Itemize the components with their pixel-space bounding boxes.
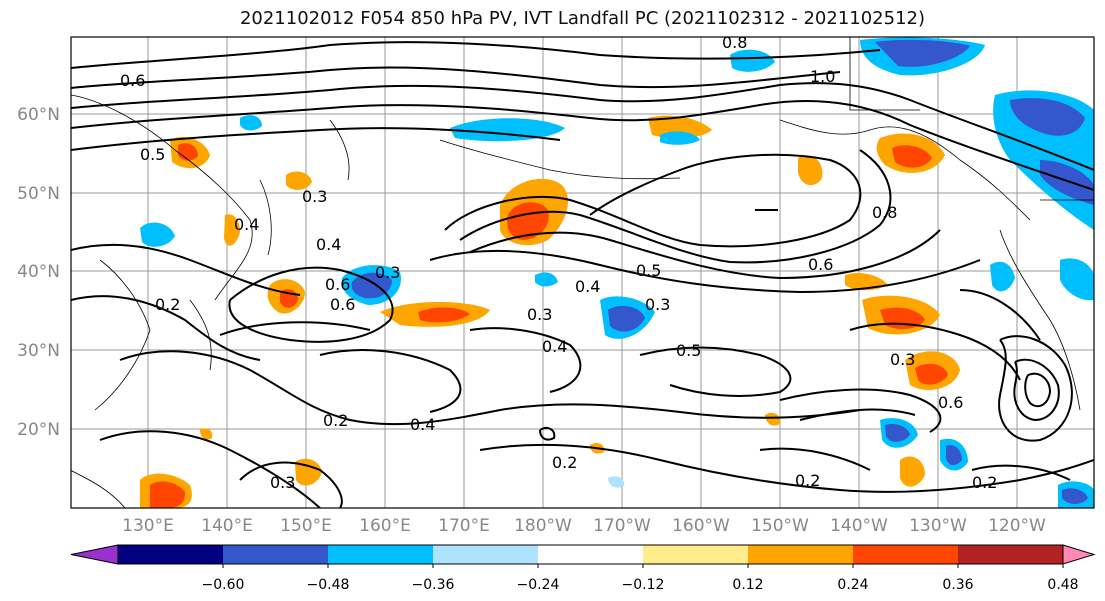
contour-label: 0.4 [234, 215, 259, 234]
contour-label: 0.6 [330, 295, 355, 314]
lon-label: 150°E [280, 516, 332, 536]
colorbar-cell [958, 545, 1064, 564]
colorbar-tick-label: −0.36 [412, 577, 455, 593]
colorbar: −0.60 −0.48 −0.36 −0.24 −0.12 0.12 0.24 0.36 0.4… [70, 544, 1096, 593]
contour-label: 0.4 [542, 337, 567, 356]
colorbar-extend-high [1062, 544, 1096, 565]
contour-label: 0.2 [972, 473, 997, 492]
contour-label: 0.3 [375, 263, 400, 282]
contour-label: 0.4 [575, 277, 600, 296]
colorbar-cell [643, 545, 749, 564]
latitude-labels: 60°N 50°N 40°N 30°N 20°N [17, 105, 60, 440]
colorbar-tick-label: −0.12 [622, 577, 665, 593]
colorbar-cell [433, 545, 539, 564]
contour-label: 0.8 [722, 33, 747, 52]
contour-label: 0.2 [795, 471, 820, 490]
contour-label: 0.2 [552, 453, 577, 472]
lat-label: 40°N [17, 262, 60, 282]
lon-label: 170°W [593, 516, 651, 536]
lon-label: 150°W [751, 516, 809, 536]
coastlines [71, 37, 1094, 508]
contour-label: 0.2 [323, 411, 348, 430]
colorbar-tick-label: 0.24 [837, 577, 868, 593]
lon-label: 130°W [909, 516, 967, 536]
lon-label: 180°W [514, 516, 572, 536]
map-title: 2021102012 F054 850 hPa PV, IVT Landfall… [239, 8, 926, 29]
contour-label: 0.8 [872, 203, 897, 222]
contour-label: 0.5 [636, 261, 661, 280]
contour-label: 0.5 [140, 145, 165, 164]
colorbar-cell [853, 545, 959, 564]
lat-label: 50°N [17, 184, 60, 204]
lon-label: 170°E [438, 516, 490, 536]
contour-label: 0.3 [270, 473, 295, 492]
colorbar-tick-label: 0.12 [732, 577, 763, 593]
contour-label: 0.3 [302, 187, 327, 206]
colorbar-extend-low [70, 544, 119, 565]
contour-label: 0.4 [410, 415, 435, 434]
contour-label: 0.6 [120, 71, 145, 90]
lon-label: 140°W [830, 516, 888, 536]
colorbar-tick-label: −0.48 [307, 577, 350, 593]
contour-label: 0.6 [938, 393, 963, 412]
contour-label: 0.3 [645, 295, 670, 314]
pv-contours [71, 41, 1094, 508]
contour-label: 0.6 [808, 255, 833, 274]
lat-label: 60°N [17, 105, 60, 125]
lon-label: 120°W [988, 516, 1046, 536]
colorbar-tick-label: −0.60 [202, 577, 245, 593]
lon-label: 130°E [122, 516, 174, 536]
map-frame [70, 36, 1095, 509]
colorbar-tick-label: 0.48 [1047, 577, 1078, 593]
colorbar-tick-label: 0.36 [942, 577, 973, 593]
contour-label: 0.6 [325, 275, 350, 294]
colorbar-cell [223, 545, 329, 564]
colorbar-tick-label: −0.24 [517, 577, 560, 593]
contour-label: 0.3 [890, 350, 915, 369]
longitude-labels: 130°E 140°E 150°E 160°E 170°E 180°W 170°… [122, 516, 1046, 536]
contour-label: 0.4 [316, 235, 341, 254]
colorbar-frame [117, 544, 1064, 565]
lon-label: 160°W [672, 516, 730, 536]
contour-label: 0.5 [676, 341, 701, 360]
contour-label: 0.3 [527, 305, 552, 324]
lon-label: 160°E [359, 516, 411, 536]
colorbar-cell [748, 545, 854, 564]
colorbar-cell [538, 545, 644, 564]
colorbar-cell [118, 545, 224, 564]
lat-label: 20°N [17, 420, 60, 440]
contour-label: 1.0 [810, 67, 835, 86]
contour-label: 0.2 [155, 295, 180, 314]
gridlines [71, 37, 1094, 508]
lat-label: 30°N [17, 341, 60, 361]
lon-label: 140°E [201, 516, 253, 536]
colorbar-cell [328, 545, 434, 564]
contour-labels: 0.6 0.8 1.0 0.4 0.5 0.3 0.4 0.3 0.6 0.5 … [120, 33, 997, 492]
